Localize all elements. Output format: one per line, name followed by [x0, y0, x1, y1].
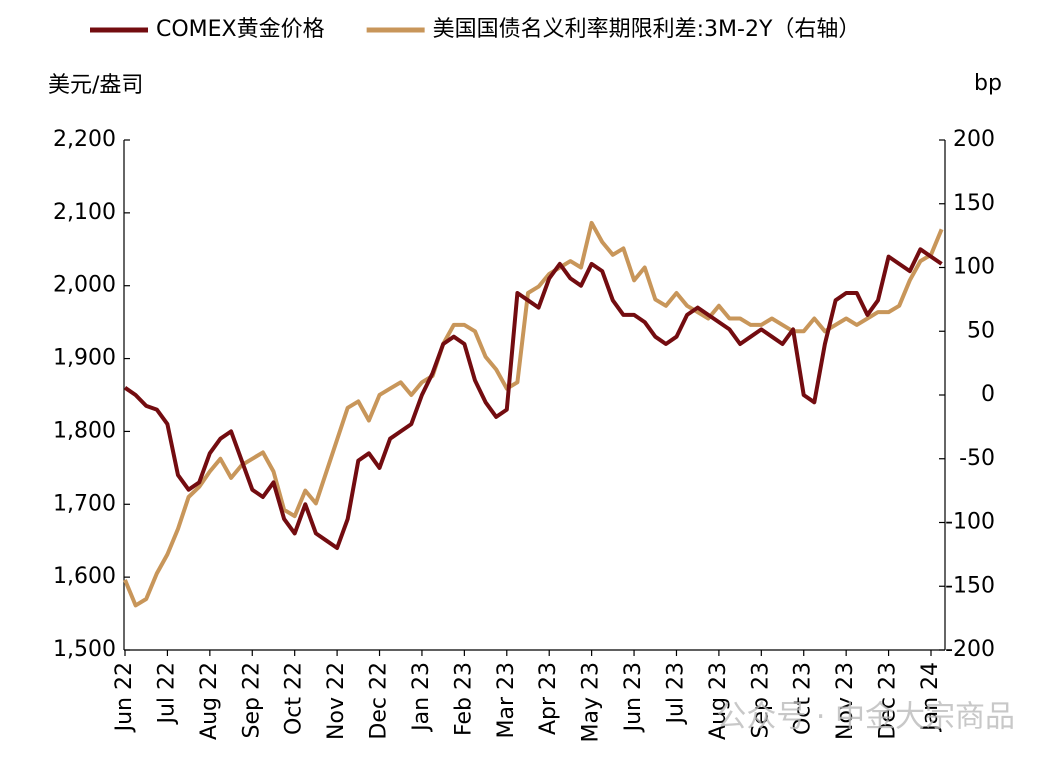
series-line — [123, 220, 944, 608]
x-tick-label: May 23 — [579, 662, 604, 742]
x-tick-label: Jan 24 — [918, 662, 943, 733]
y-tick-label: 1,800 — [53, 418, 116, 443]
x-tick-label: Jun 23 — [621, 662, 646, 733]
y2-tick-label: -100 — [945, 510, 995, 535]
x-tick-label: Sep 23 — [748, 662, 773, 738]
x-tick-label: Aug 22 — [197, 662, 222, 740]
x-tick-label: Apr 23 — [536, 662, 561, 735]
x-tick-label: Sep 22 — [239, 662, 264, 738]
y2-tick-label: 150 — [953, 191, 995, 216]
y2-tick-label: -50 — [959, 446, 995, 471]
y2-tick-label: -150 — [945, 573, 995, 598]
x-tick-label: Nov 23 — [833, 662, 858, 740]
y2-axis-label: bp — [974, 71, 1002, 96]
x-tick-label: Jun 22 — [112, 662, 137, 733]
x-tick-label: Oct 22 — [282, 662, 307, 735]
y-tick-label: 1,900 — [53, 346, 116, 371]
y2-tick-label: 0 — [981, 382, 995, 407]
x-tick-label: Dec 22 — [367, 662, 392, 740]
series-line — [123, 247, 943, 550]
x-tick-label: Jul 22 — [154, 662, 179, 726]
y2-tick-label: 50 — [967, 318, 995, 343]
x-tick-label: Nov 22 — [324, 662, 349, 740]
y-tick-label: 1,700 — [53, 491, 116, 516]
y2-tick-label: 100 — [953, 255, 995, 280]
y-tick-label: 1,500 — [53, 637, 116, 662]
x-tick-label: Dec 23 — [876, 662, 901, 740]
y-tick-label: 2,200 — [53, 127, 116, 152]
watermark: 公众号 · 中金大宗商品 — [716, 700, 1015, 735]
y2-tick-label: -200 — [945, 637, 995, 662]
x-tick-label: Aug 23 — [706, 662, 731, 740]
y2-tick-label: 200 — [953, 127, 995, 152]
x-tick-label: Feb 23 — [451, 662, 476, 736]
y-tick-label: 2,000 — [53, 273, 116, 298]
x-tick-label: Mar 23 — [494, 662, 519, 739]
legend-label: COMEX黄金价格 — [156, 17, 325, 42]
legend-label: 美国国债名义利率期限利差:3M-2Y（右轴） — [433, 17, 861, 42]
y-tick-label: 2,100 — [53, 200, 116, 225]
y-axis-label: 美元/盎司 — [48, 73, 143, 98]
x-tick-label: Jul 23 — [663, 662, 688, 726]
x-tick-label: Oct 23 — [791, 662, 816, 735]
y-tick-label: 1,600 — [53, 564, 116, 589]
x-tick-label: Jan 23 — [409, 662, 434, 733]
